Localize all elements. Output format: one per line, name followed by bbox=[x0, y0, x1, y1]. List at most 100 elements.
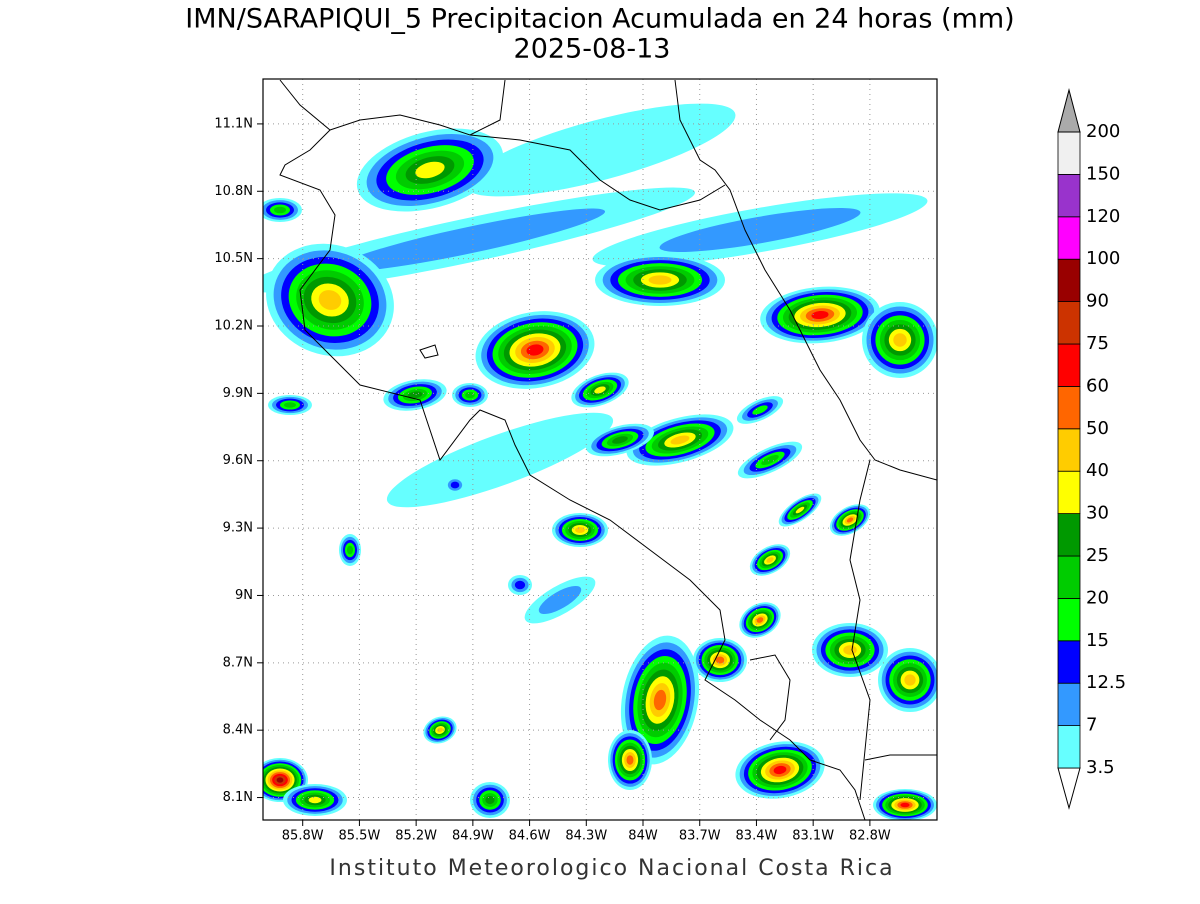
precip-contour bbox=[904, 674, 916, 686]
pacific-coast bbox=[279, 79, 866, 820]
precip-contour bbox=[752, 405, 768, 415]
colorbar-box bbox=[1057, 258, 1081, 303]
colorbar-box bbox=[1057, 301, 1081, 345]
precip-contour bbox=[659, 208, 861, 252]
nicaragua-border bbox=[329, 79, 506, 136]
colorbar: 3.5 7 12.5 15 20 25 30 40 50 60 75 90 100 120 150 200 bbox=[1057, 88, 1126, 810]
precip-contour bbox=[464, 103, 736, 197]
precip-contour bbox=[594, 386, 606, 394]
x-tick-label: 83.1W bbox=[792, 829, 834, 844]
colorbar-label: 25 bbox=[1086, 545, 1109, 566]
panama-border bbox=[849, 459, 871, 801]
precip-contour bbox=[308, 796, 322, 804]
precip-contour bbox=[893, 333, 907, 347]
precip-contour bbox=[274, 206, 286, 214]
precip-contour bbox=[653, 689, 667, 711]
coastlines bbox=[279, 79, 937, 820]
precip-contour bbox=[670, 435, 690, 445]
precip-contour bbox=[795, 506, 805, 514]
y-tick-label: 8.7N bbox=[223, 655, 253, 670]
colorbar-low-triangle bbox=[1057, 767, 1081, 810]
x-tick-label: 84W bbox=[628, 829, 658, 844]
colorbar-label: 100 bbox=[1086, 248, 1120, 269]
colorbar-label: 30 bbox=[1086, 503, 1109, 524]
precip-contour bbox=[465, 391, 475, 399]
precip-contour bbox=[450, 481, 460, 489]
colorbar-box bbox=[1057, 131, 1081, 175]
precip-contour bbox=[538, 585, 582, 615]
colorbar-label: 7 bbox=[1086, 715, 1097, 736]
colorbar-label: 60 bbox=[1086, 375, 1109, 396]
precip-contour bbox=[514, 580, 526, 590]
colorbar-box bbox=[1057, 216, 1081, 260]
precip-contour bbox=[626, 755, 634, 765]
y-tick-label: 11.1N bbox=[214, 116, 253, 131]
grid bbox=[257, 79, 937, 826]
y-tick-label: 9N bbox=[235, 588, 253, 603]
colorbar-label: 120 bbox=[1086, 206, 1120, 227]
title: IMN/SARAPIQUI_5 Precipitacion Acumulada … bbox=[185, 4, 1014, 35]
precip-contour bbox=[843, 645, 857, 655]
colorbar-label: 15 bbox=[1086, 630, 1109, 651]
y-tick-label: 9.3N bbox=[223, 521, 253, 536]
precip-contour bbox=[415, 161, 445, 179]
x-tick-label: 83.7W bbox=[679, 829, 721, 844]
precip-field bbox=[263, 103, 937, 820]
colorbar-label: 20 bbox=[1086, 587, 1109, 608]
precip-contour bbox=[756, 617, 764, 623]
y-tick-label: 9.9N bbox=[223, 386, 253, 401]
x-tick-label: 82.8W bbox=[849, 829, 891, 844]
precip-contour bbox=[347, 545, 353, 555]
colorbar-box bbox=[1057, 173, 1081, 218]
precip-contour bbox=[276, 777, 284, 783]
colorbar-box bbox=[1057, 555, 1081, 599]
precip-contour bbox=[715, 656, 725, 664]
colorbar-label: 75 bbox=[1086, 333, 1109, 354]
precip-contour bbox=[284, 402, 296, 408]
precip-contour bbox=[575, 527, 585, 533]
y-tick-label: 8.4N bbox=[223, 723, 253, 738]
precip-contour bbox=[386, 412, 614, 508]
colorbar-label: 150 bbox=[1086, 163, 1120, 184]
precip-contour bbox=[526, 344, 544, 356]
coast-south bbox=[864, 754, 937, 761]
colorbar-box bbox=[1057, 513, 1081, 557]
plot-frame bbox=[262, 78, 938, 821]
precip-contour bbox=[900, 802, 910, 808]
colorbar-box bbox=[1057, 598, 1081, 642]
precip-contour bbox=[766, 557, 774, 563]
footer: Instituto Meteorologico Nacional Costa R… bbox=[329, 856, 894, 881]
colorbar-label: 200 bbox=[1086, 121, 1120, 142]
island bbox=[419, 344, 439, 359]
colorbar-box bbox=[1057, 725, 1081, 769]
x-tick-label: 84.6W bbox=[509, 829, 551, 844]
precip-contour bbox=[485, 795, 495, 805]
osa-peninsula bbox=[749, 654, 791, 741]
colorbar-box bbox=[1057, 640, 1081, 684]
x-tick-label: 85.2W bbox=[395, 829, 437, 844]
y-tick-label: 10.8N bbox=[214, 184, 253, 199]
x-tick-label: 83.4W bbox=[736, 829, 778, 844]
y-tick-label: 10.2N bbox=[214, 319, 253, 334]
colorbar-label: 40 bbox=[1086, 460, 1109, 481]
subtitle: 2025-08-13 bbox=[514, 34, 671, 65]
x-tick-label: 84.9W bbox=[452, 829, 494, 844]
colorbar-box bbox=[1057, 470, 1081, 515]
colorbar-box bbox=[1057, 385, 1081, 430]
x-tick-label: 84.3W bbox=[565, 829, 607, 844]
colorbar-box bbox=[1057, 682, 1081, 727]
precip-contour bbox=[648, 275, 672, 285]
colorbar-label: 50 bbox=[1086, 418, 1109, 439]
x-tick-label: 85.8W bbox=[282, 829, 324, 844]
colorbar-box bbox=[1057, 428, 1081, 472]
precip-contour bbox=[318, 290, 342, 310]
colorbar-label: 3.5 bbox=[1086, 757, 1115, 778]
y-tick-label: 9.6N bbox=[223, 453, 253, 468]
precip-contour bbox=[846, 517, 854, 523]
precip-contour bbox=[811, 310, 829, 320]
precip-contour bbox=[773, 765, 787, 775]
precip-contour bbox=[437, 727, 443, 733]
x-tick-label: 85.5W bbox=[339, 829, 381, 844]
caribbean-coast bbox=[674, 79, 937, 481]
